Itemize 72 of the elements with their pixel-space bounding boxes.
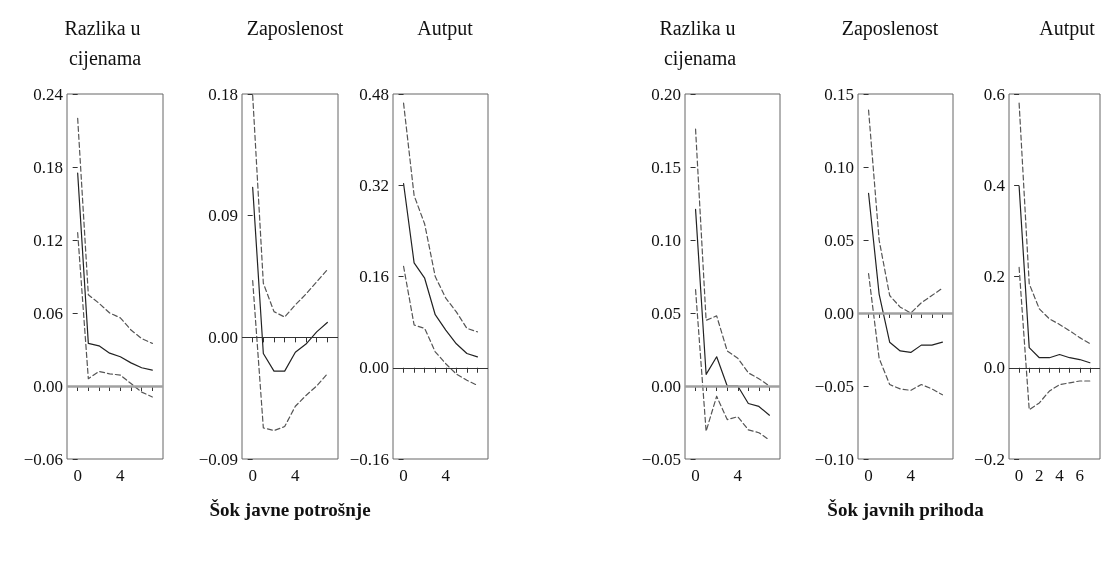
x-tick-label: 0	[248, 466, 257, 485]
y-tick-label: 0.32	[359, 175, 389, 195]
line-series	[252, 279, 328, 432]
text: Šok javnih prihoda	[827, 499, 985, 520]
y-tick-label: 0.00	[208, 327, 238, 347]
y-tick-label: 0.10	[824, 157, 854, 177]
x-tick-label: 6	[1075, 466, 1085, 485]
line-series	[252, 186, 328, 372]
y-tick-label: 0.06	[33, 303, 63, 323]
line-series	[1018, 185, 1091, 364]
y-tick-label: 0.24	[33, 84, 64, 104]
x-tick-label: 0	[73, 466, 82, 485]
line-series	[77, 117, 153, 345]
x-tick-label: 4	[733, 466, 743, 485]
x-tick-label: 0	[1014, 466, 1024, 485]
y-tick-label: 0.05	[651, 303, 681, 323]
y-tick-label: 0.18	[33, 157, 63, 177]
y-tick-label: 0.2	[983, 267, 1005, 286]
text: Šok javne potrošnje	[209, 499, 371, 520]
x-tick-label: 4	[1055, 466, 1065, 485]
line-series	[402, 182, 479, 358]
line-series	[867, 272, 944, 396]
y-tick-label: −0.09	[198, 449, 238, 469]
line-series	[694, 128, 771, 387]
chart-title: Autput	[417, 17, 474, 40]
line-series	[252, 94, 328, 318]
y-tick-label: −0.05	[641, 449, 681, 469]
x-tick-label: 0	[691, 466, 700, 485]
line-series	[1018, 102, 1091, 345]
x-tick-label: 2	[1035, 466, 1044, 485]
x-tick-label: 0	[399, 466, 408, 485]
y-tick-label: 0.00	[824, 303, 854, 323]
line-series	[77, 232, 153, 398]
y-tick-label: 0.4	[983, 175, 1006, 195]
y-tick-label: 0.12	[33, 230, 63, 250]
x-tick-label: 0	[864, 466, 873, 485]
y-tick-label: 0.48	[359, 84, 389, 104]
x-tick-label: 4	[291, 466, 301, 485]
line-series	[1018, 266, 1091, 411]
line-series	[402, 265, 479, 387]
y-tick-label: 0.09	[208, 206, 238, 226]
x-tick-label: 4	[116, 466, 126, 485]
chart-title: Razlika u cijenama	[64, 17, 146, 70]
y-tick-label: −0.2	[974, 449, 1005, 469]
y-tick-label: 0.00	[651, 376, 681, 396]
chart-title: Zaposlenost	[246, 17, 344, 40]
y-tick-label: 0.18	[208, 84, 238, 104]
y-tick-label: −0.16	[349, 449, 389, 469]
line-series	[867, 109, 944, 314]
y-tick-label: 0.15	[824, 84, 854, 104]
y-tick-label: 0.15	[651, 157, 681, 177]
chart-title: Zaposlenost	[841, 17, 939, 40]
chart-title: Razlika u cijenama	[659, 17, 741, 70]
y-tick-label: −0.06	[23, 449, 63, 469]
y-tick-label: 0.20	[651, 84, 681, 104]
line-series	[77, 172, 153, 371]
line-series	[694, 208, 771, 416]
y-tick-label: 0.16	[359, 267, 389, 286]
y-tick-label: 0.00	[33, 376, 63, 396]
y-tick-label: −0.10	[814, 449, 854, 469]
y-tick-label: 0.6	[983, 84, 1005, 104]
x-tick-label: 4	[441, 466, 451, 485]
y-tick-label: 0.0	[983, 358, 1005, 378]
x-tick-label: 4	[906, 466, 916, 485]
chart-title: Autput	[1039, 17, 1096, 40]
line-series	[867, 192, 944, 354]
line-series	[694, 289, 771, 441]
y-tick-label: 0.05	[824, 230, 854, 250]
y-tick-label: 0.10	[651, 230, 681, 250]
y-tick-label: −0.05	[814, 376, 854, 396]
line-series	[402, 102, 479, 333]
y-tick-label: 0.00	[359, 358, 389, 378]
